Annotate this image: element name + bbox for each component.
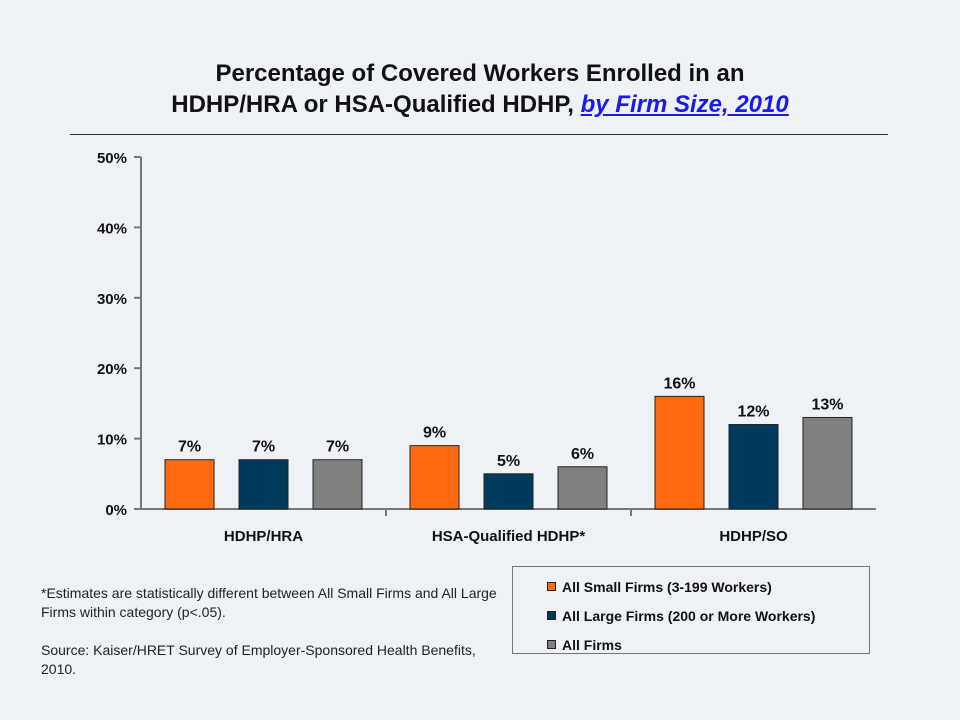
legend-label: All Large Firms (200 or More Workers) [562, 607, 816, 624]
y-tick-label: 30% [97, 291, 127, 308]
legend-label: All Small Firms (3-199 Workers) [562, 578, 772, 595]
y-tick-label: 40% [97, 220, 127, 237]
legend-swatch [547, 582, 556, 591]
bar [238, 459, 289, 510]
legend-swatch [547, 640, 556, 649]
bar [483, 473, 534, 510]
x-tick-label: HSA-Qualified HDHP* [432, 528, 586, 545]
y-tick-label: 50% [97, 150, 127, 167]
chart-notes: *Estimates are statistically different b… [41, 584, 511, 698]
title-divider [70, 134, 888, 135]
data-label: 5% [497, 453, 520, 470]
legend-item: All Firms [547, 630, 869, 659]
legend-item: All Large Firms (200 or More Workers) [547, 601, 869, 630]
title-link[interactable]: by Firm Size, 2010 [580, 91, 789, 118]
chart-title: Percentage of Covered Workers Enrolled i… [0, 58, 960, 120]
x-tick-label: HDHP/SO [719, 528, 788, 545]
data-label: 6% [571, 446, 594, 463]
bar [802, 416, 853, 510]
bar [312, 459, 363, 510]
title-line-2-text: HDHP/HRA or HSA-Qualified HDHP, [171, 91, 581, 118]
data-label: 12% [737, 404, 769, 421]
legend-swatch [547, 611, 556, 620]
data-label: 16% [663, 375, 695, 392]
data-label: 7% [178, 439, 201, 456]
y-tick-label: 20% [97, 361, 127, 378]
legend-item: All Small Firms (3-199 Workers) [547, 572, 869, 601]
y-tick-label: 10% [97, 432, 127, 449]
bar [654, 395, 705, 510]
bar [164, 459, 215, 510]
data-label: 7% [326, 439, 349, 456]
bar [557, 466, 608, 510]
title-line-2: HDHP/HRA or HSA-Qualified HDHP, by Firm … [0, 89, 960, 120]
data-label: 9% [423, 425, 446, 442]
title-line-1: Percentage of Covered Workers Enrolled i… [215, 60, 745, 87]
x-tick-label: HDHP/HRA [224, 528, 303, 545]
legend-label: All Firms [562, 636, 622, 653]
data-label: 13% [811, 396, 843, 413]
chart-legend: All Small Firms (3-199 Workers) All Large… [512, 566, 870, 654]
bar-chart: 0% 10% 20% 30% 40% 50% HDHP/HRA 7% 7% 7% HSA-Quali… [97, 150, 876, 545]
y-tick-label: 0% [105, 502, 127, 519]
source-note: Source: Kaiser/HRET Survey of Employer-S… [41, 642, 476, 677]
footnote: *Estimates are statistically different b… [41, 585, 497, 620]
data-label: 7% [252, 439, 275, 456]
bar [728, 424, 779, 510]
bar [409, 445, 460, 510]
